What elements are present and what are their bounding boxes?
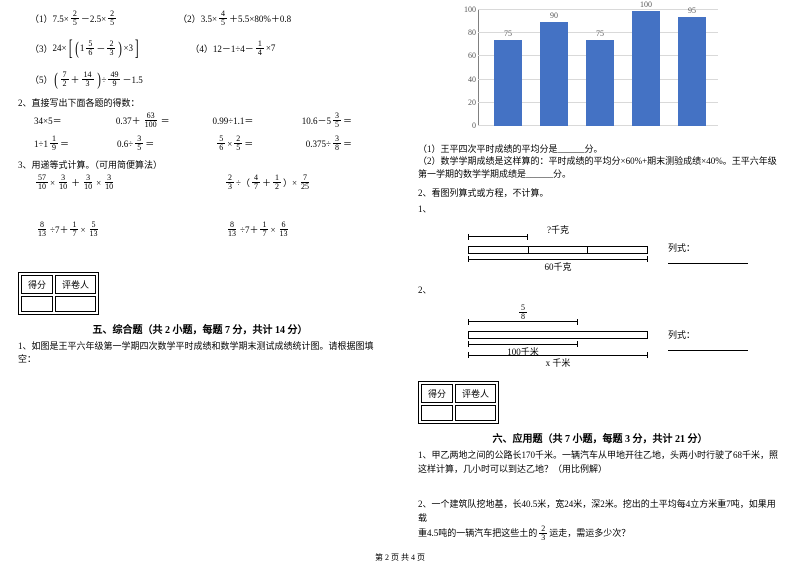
left-column: （1）7.5× 25 －2.5× 25 （2）3.5× 45 ＋5.5×80%＋… — [0, 0, 400, 545]
section-6-q2: 2、一个建筑队挖地基，长40.5米，宽24米，深2米。挖出的土平均每4立方米重7… — [418, 498, 782, 542]
section-6-title: 六、应用题（共 7 小题，每题 3 分，共计 21 分） — [418, 430, 782, 445]
section-6-q1: 1、甲乙两地之间的公路长170千米。一辆汽车从甲地开往乙地，头两小时行驶了68千… — [418, 449, 782, 476]
diagram-1: ?千克 60千克 列式： — [468, 223, 648, 273]
problem-3-title: 3、用递等式计算。（可用简便算法） — [18, 158, 382, 171]
eq4: （4）12－1÷4－ 14 ×7 — [190, 40, 275, 57]
eq1: （1）7.5× 25 －2.5× 25 — [30, 10, 118, 27]
bar-chart: 02040608010075907510095 — [458, 10, 718, 140]
r-p2-2: 2、 — [418, 283, 782, 296]
score-table: 得分评卷人 — [18, 272, 99, 315]
r-problem-2: 2、看图列算式或方程，不计算。 — [418, 186, 782, 199]
r-p2-1: 1、 — [418, 202, 782, 215]
chart-text-1: （1）王平四次平时成绩的平均分是______分。 — [418, 142, 782, 155]
right-column: 02040608010075907510095 （1）王平四次平时成绩的平均分是… — [400, 0, 800, 545]
eq2: （2）3.5× 45 ＋5.5×80%＋0.8 — [178, 10, 291, 27]
chart-text-2: （2）数学学期成绩是这样算的：平时成绩的平均分×60%+期末测验成绩×40%。王… — [418, 155, 782, 180]
diagram-2: 58 100千米 x 千米 列式： — [468, 304, 648, 369]
eq5: （5） ( 72 ＋ 143 )÷ 499 －1.5 — [30, 69, 143, 90]
score-table-r: 得分评卷人 — [418, 381, 499, 424]
section-5-title: 五、综合题（共 2 小题，每题 7 分，共计 14 分） — [18, 321, 382, 336]
section-5-q1: 1、如图是王平六年级第一学期四次数学平时成绩和数学期末测试成绩统计图。请根据图填… — [18, 340, 382, 365]
page-footer: 第 2 页 共 4 页 — [0, 552, 800, 563]
eq3: （3）24× [( 1 56 － 23 )×3] — [30, 35, 140, 61]
problem-2-title: 2、直接写出下面各题的得数： — [18, 96, 382, 109]
